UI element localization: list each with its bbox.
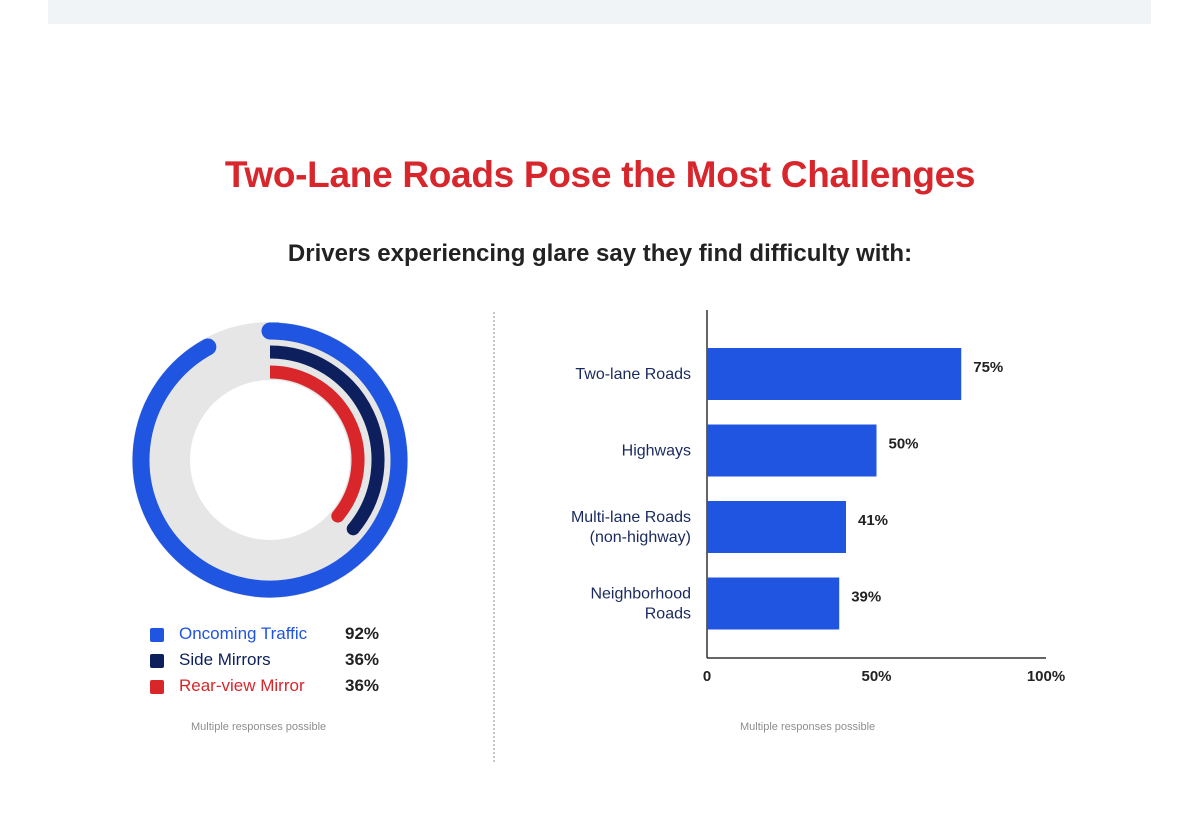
legend-label: Side Mirrors <box>179 650 271 669</box>
bar-category-label: Neighborhood Roads <box>590 586 691 623</box>
bar-value-label: 39% <box>851 589 881 606</box>
x-tick-label: 100% <box>1027 668 1065 685</box>
legend-label: Rear-view Mirror <box>179 676 305 695</box>
legend-value: 92% <box>345 624 380 643</box>
donut-arc-rear-view-mirror <box>269 365 365 521</box>
legend-swatch <box>150 628 164 642</box>
legend-label: Oncoming Traffic <box>179 624 308 643</box>
legend-swatch <box>150 680 164 694</box>
bar-category-label: Two-lane Roads <box>575 366 691 383</box>
legend-item: Side Mirrors 36% <box>150 648 410 674</box>
donut-arc-end-cap <box>331 509 345 523</box>
top-banner <box>48 0 1151 24</box>
legend-value: 36% <box>345 676 380 695</box>
donut-arc-oncoming-traffic <box>132 322 408 598</box>
bar <box>707 577 840 630</box>
bar <box>707 424 877 477</box>
x-tick-label: 0 <box>703 668 711 685</box>
chart-title: Two-Lane Roads Pose the Most Challenges <box>224 154 976 195</box>
radial-donut-chart <box>132 322 408 598</box>
bar-footnote: Multiple responses possible <box>740 721 876 733</box>
donut-arc-start-cap <box>270 322 279 340</box>
donut-arc-side-mirrors <box>269 345 385 533</box>
bar-value-label: 75% <box>973 359 1003 376</box>
legend-item: Rear-view Mirror 36% <box>150 674 410 700</box>
chart-subtitle: Drivers experiencing glare say they find… <box>287 240 913 267</box>
legend-value: 36% <box>345 650 380 669</box>
bar-value-label: 41% <box>858 512 888 529</box>
legend-item: Oncoming Traffic 92% <box>150 622 410 648</box>
legend-swatch <box>150 654 164 668</box>
x-tick-label: 50% <box>861 668 891 685</box>
donut-footnote: Multiple responses possible <box>191 721 327 733</box>
donut-arc-end-cap <box>346 522 360 536</box>
bar-category-label: Multi-lane Roads (non-highway) <box>571 509 691 546</box>
section-divider <box>493 312 495 762</box>
bar <box>707 501 846 553</box>
bar-category-label: Highways <box>622 443 691 460</box>
bar-chart: 75% Two-lane Roads 50% Highways 41% Multi-lan… <box>571 310 1065 685</box>
bar-value-label: 50% <box>889 436 919 453</box>
bar <box>707 348 962 400</box>
donut-legend: Oncoming Traffic 92% Side Mirrors 36% Rear-v… <box>150 622 410 700</box>
